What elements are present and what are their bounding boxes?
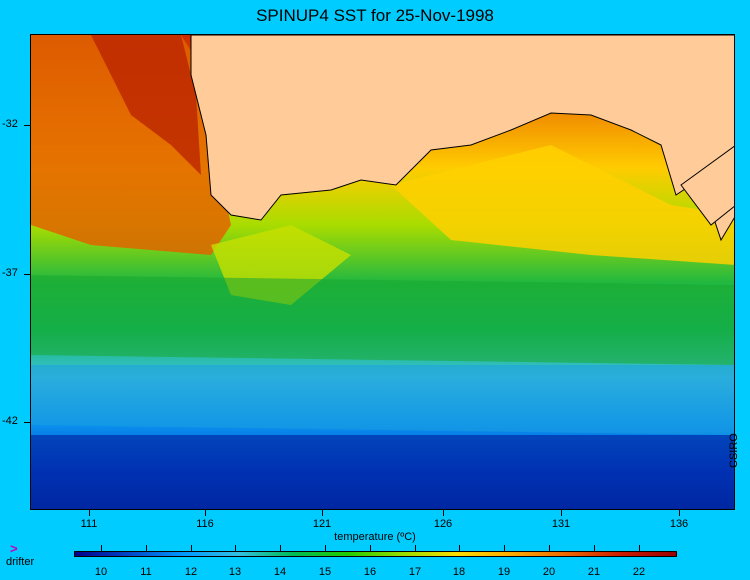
map-title: SPINUP4 SST for 25-Nov-1998: [256, 6, 494, 25]
sst-map: [30, 34, 735, 510]
colorbar-tick-label: 17: [408, 566, 422, 578]
colorbar-tick: [370, 545, 371, 551]
colorbar-tick-label: 22: [632, 566, 646, 578]
colorbar-tick-label: 13: [228, 566, 242, 578]
colorbar-tick-label: 10: [94, 566, 108, 578]
colorbar-tick-label: 16: [363, 566, 377, 578]
y-tick-label: -37: [2, 267, 18, 279]
colorbar-tick-label: 15: [318, 566, 332, 578]
x-tick-label: 136: [669, 518, 689, 530]
y-tick-label: -32: [2, 118, 18, 130]
colorbar-tick-label: 21: [587, 566, 601, 578]
sst-field: [31, 35, 734, 509]
drifter-label: drifter: [6, 556, 35, 568]
colorbar-tick-label: 19: [497, 566, 511, 578]
colorbar-tick: [549, 545, 550, 551]
x-tick-label: 121: [312, 518, 332, 530]
colorbar-tick: [594, 545, 595, 551]
colorbar-tick: [191, 545, 192, 551]
colorbar-tick-label: 11: [140, 566, 152, 578]
colorbar-tick: [504, 545, 505, 551]
colorbar: [74, 551, 677, 557]
credit-label: CSIRO: [728, 433, 740, 468]
colorbar-tick: [101, 545, 102, 551]
colorbar-tick-label: 18: [452, 566, 466, 578]
colorbar-tick: [280, 545, 281, 551]
colorbar-tick: [415, 545, 416, 551]
colorbar-tick: [235, 545, 236, 551]
colorbar-tick: [146, 545, 147, 551]
x-tick-label: 131: [551, 518, 571, 530]
x-tick-label: 111: [80, 518, 98, 530]
colorbar-tick-label: 20: [542, 566, 556, 578]
colorbar-tick-label: 14: [273, 566, 287, 578]
colorbar-tick: [459, 545, 460, 551]
colorbar-tick-label: 12: [184, 566, 198, 578]
x-tick-label: 116: [196, 518, 214, 530]
colorbar-tick: [639, 545, 640, 551]
colorbar-tick: [325, 545, 326, 551]
y-tick-label: -42: [2, 415, 18, 427]
colorbar-title: temperature (ºC): [334, 531, 416, 543]
x-tick-label: 126: [433, 518, 453, 530]
drifter-icon: >: [10, 541, 18, 556]
